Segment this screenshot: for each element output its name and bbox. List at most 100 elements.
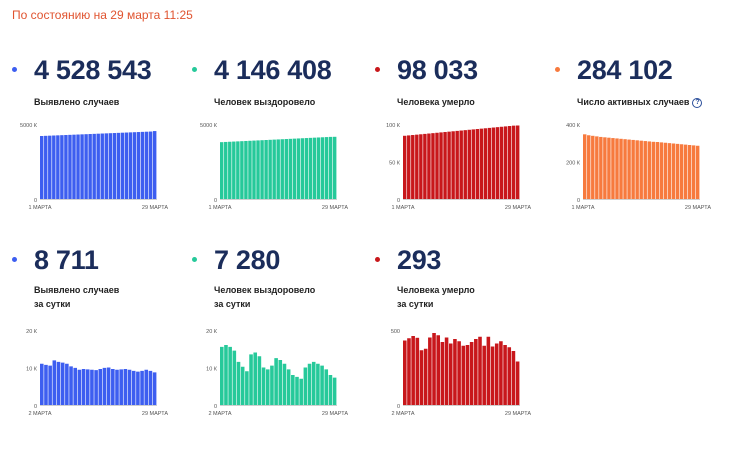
stat-label-period: за сутки	[214, 299, 251, 309]
chart-bar	[448, 343, 453, 405]
chart-bar	[280, 139, 284, 199]
chart-bar	[152, 131, 157, 199]
chart-bar	[619, 138, 623, 199]
chart-bar	[85, 369, 90, 405]
chart-bar	[308, 137, 313, 199]
chart-bar	[455, 130, 459, 199]
chart-bar	[232, 141, 236, 199]
chart-bar	[100, 133, 104, 199]
chart-bar	[423, 133, 427, 199]
chart-bar	[695, 145, 700, 199]
chart-bar	[615, 138, 619, 199]
chart-bar	[40, 363, 44, 405]
chart-bar	[96, 133, 100, 199]
x-tick-label: 29 МАРТА	[322, 205, 348, 211]
chart-bar	[328, 136, 333, 199]
chart-bar	[651, 141, 656, 199]
x-tick-label: 29 МАРТА	[142, 411, 168, 417]
chart-bar	[228, 346, 232, 405]
chart-bar	[303, 367, 308, 405]
chart-bar	[635, 140, 639, 199]
chart-bar	[245, 371, 249, 405]
chart-bar	[56, 361, 61, 405]
chart-bar	[494, 343, 499, 405]
x-tick-label: 29 МАРТА	[505, 205, 531, 211]
chart-bar	[240, 366, 245, 405]
chart-bar	[643, 141, 647, 199]
stat-card-deaths-daily: 293 Человека умерло за сутки 500 0 2 МАРТА…	[375, 245, 550, 417]
chart-bar	[461, 345, 466, 405]
chart-bar	[299, 378, 303, 405]
chart-bar	[587, 135, 591, 199]
chart-bar	[307, 363, 312, 405]
chart-bar	[647, 141, 651, 199]
chart-bar	[94, 370, 98, 405]
bullet-icon	[375, 257, 380, 262]
chart-bar	[474, 339, 478, 405]
chart-bar	[81, 369, 86, 405]
chart-bar	[220, 142, 224, 199]
chart-bar	[607, 137, 611, 199]
chart-bar	[403, 135, 407, 199]
chart-bar	[104, 133, 108, 199]
chart-bar	[106, 367, 111, 405]
chart-bar	[407, 135, 411, 199]
chart-bar	[627, 139, 631, 199]
chart-bar	[140, 131, 145, 199]
chart-bar	[469, 342, 474, 405]
chart-bar	[132, 132, 137, 199]
help-icon[interactable]: ?	[692, 97, 703, 108]
y-tick-label: 400 К	[566, 123, 581, 129]
bullet-icon	[192, 257, 197, 262]
chart-bar	[675, 143, 680, 199]
chart-bar	[44, 135, 48, 199]
chart-bar	[663, 142, 668, 199]
chart-bar	[436, 335, 441, 405]
chart-bar	[252, 140, 256, 199]
stat-chart: 20 К 10 К 02 МАРТА 29 МАРТА	[26, 329, 168, 417]
chart-bar	[440, 342, 445, 405]
chart-bar	[583, 134, 587, 199]
y-tick-label: 0	[34, 198, 37, 204]
chart-bar	[403, 340, 407, 405]
chart-bar	[282, 363, 287, 405]
stat-label: Выявлено случаев	[34, 97, 120, 107]
stat-value: 7 280	[214, 245, 281, 275]
chart-bar	[72, 134, 76, 199]
chart-bar	[623, 139, 627, 199]
chart-bar	[52, 360, 57, 405]
chart-bar	[423, 348, 428, 405]
chart-bar	[631, 139, 635, 199]
chart-bar	[471, 129, 476, 199]
chart-bar	[295, 376, 299, 405]
chart-bar	[316, 363, 320, 405]
chart-bar	[683, 144, 688, 199]
chart-bar	[116, 132, 121, 199]
chart-bar	[511, 351, 516, 405]
chart-bar	[463, 130, 467, 199]
chart-bar	[515, 361, 520, 405]
stat-card-cases-daily: 8 711 Выявлено случаев за сутки 20 К 10 К…	[12, 245, 187, 417]
chart-bar	[80, 134, 84, 199]
y-tick-label: 0	[397, 198, 400, 204]
chart-bar	[270, 365, 274, 405]
chart-bar	[236, 141, 240, 199]
chart-bar	[324, 369, 329, 405]
y-tick-label: 100 К	[386, 123, 401, 129]
chart-bar	[272, 139, 276, 199]
chart-bar	[428, 337, 432, 405]
chart-bar	[136, 132, 141, 199]
stat-chart: 500 02 МАРТА 29 МАРТА	[391, 329, 532, 417]
chart-bar	[60, 135, 64, 199]
chart-bar	[316, 137, 321, 199]
chart-bar	[278, 360, 283, 405]
x-tick-label: 1 МАРТА	[571, 205, 594, 211]
chart-bar	[220, 346, 224, 405]
chart-bar	[260, 140, 264, 199]
y-tick-label: 50 К	[389, 161, 401, 167]
chart-bar	[447, 131, 451, 199]
chart-bar	[482, 345, 486, 405]
chart-bar	[90, 369, 94, 405]
chart-bar	[465, 345, 470, 405]
